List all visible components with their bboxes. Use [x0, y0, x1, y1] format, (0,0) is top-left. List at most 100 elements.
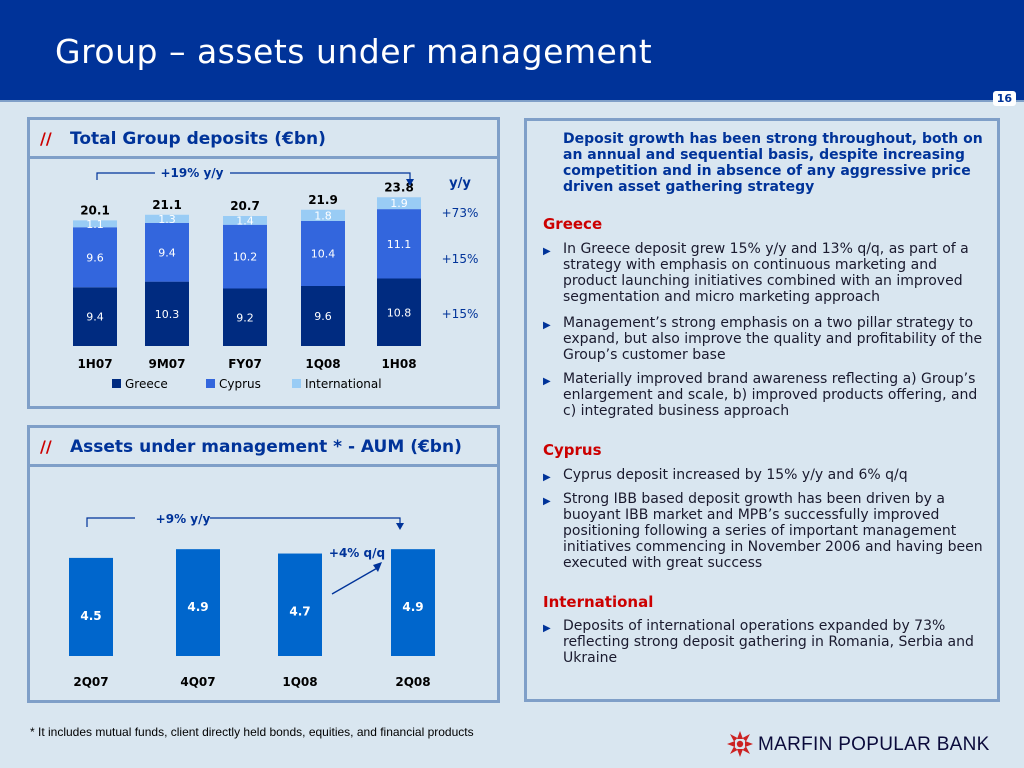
category-tick-label: 4Q07 [180, 675, 215, 689]
bullet-text: In Greece deposit grew 15% y/y and 13% q… [563, 241, 969, 305]
bullet-triangle-icon: ▶ [543, 496, 551, 507]
bar-segment-cyprus [377, 209, 421, 279]
segment-value-label: 9.4 [86, 311, 104, 324]
aum-value-label: 4.5 [80, 609, 101, 623]
yy-greece: +15% [442, 307, 479, 321]
bullet-item: ▶ In Greece deposit grew 15% y/y and 13%… [543, 241, 983, 305]
commentary-intro: Deposit growth has been strong throughou… [563, 131, 983, 195]
bullet-triangle-icon: ▶ [543, 376, 551, 387]
section-heading-greece: Greece [543, 215, 603, 233]
total-label: 20.7 [230, 199, 260, 213]
segment-value-label: 1.1 [86, 218, 104, 231]
total-label: 21.1 [152, 198, 182, 212]
section-heading-cyprus: Cyprus [543, 441, 602, 459]
category-tick-label: 9M07 [149, 357, 186, 371]
segment-value-label: 9.4 [158, 246, 176, 259]
segment-value-label: 9.6 [314, 310, 332, 323]
bullet-triangle-icon: ▶ [543, 320, 551, 331]
bar-segment-cyprus [223, 224, 267, 289]
total-label: 20.1 [80, 203, 110, 217]
bullet-text: Strong IBB based deposit growth has been… [563, 491, 983, 571]
category-tick-label: 1Q08 [305, 357, 340, 371]
bar-segment-greece [223, 288, 267, 346]
bullet-item: ▶ Management’s strong emphasis on a two … [543, 315, 983, 363]
deposits-chart-title: Total Group deposits (€bn) [70, 129, 326, 149]
aum-chart: 4.5 4.9 4.7 4.9 2Q07 4Q07 1Q08 2Q08 +9% y/y +4… [69, 512, 435, 689]
segment-value-label: 1.4 [236, 214, 254, 227]
legend-label: Cyprus [219, 377, 261, 391]
segment-value-label: 10.4 [311, 248, 336, 261]
qq-label: +4% q/q [329, 546, 385, 560]
segment-value-label: 10.2 [233, 251, 258, 264]
deposits-panel: // Total Group deposits (€bn) 9.4 9.6 1.1 2… [27, 117, 500, 409]
bar-segment-international [73, 220, 117, 228]
bar-segment-international [223, 216, 267, 225]
segment-value-label: 9.6 [86, 251, 104, 264]
footnote: * It includes mutual funds, client direc… [30, 725, 474, 739]
total-label: 23.8 [384, 180, 414, 194]
bank-name: MARFIN POPULAR BANK [758, 734, 990, 755]
bar-segment-international [377, 197, 421, 210]
bullet-triangle-icon: ▶ [543, 623, 551, 634]
segment-value-label: 11.1 [387, 238, 412, 251]
aum-value-label: 4.9 [187, 600, 208, 614]
aum-value-label: 4.9 [402, 600, 423, 614]
bar-segment-cyprus [73, 227, 117, 288]
yy-cyprus: +15% [442, 252, 479, 266]
bank-logo-icon [727, 731, 753, 757]
deposits-growth-label: +19% y/y [161, 166, 224, 180]
commentary-panel: Deposit growth has been strong throughou… [524, 118, 1000, 702]
section-heading-international: International [543, 593, 654, 611]
legend-swatch [292, 379, 301, 388]
bullet-item: ▶ Strong IBB based deposit growth has be… [543, 491, 983, 571]
section-marker: // [40, 437, 52, 456]
category-tick-label: 2Q08 [395, 675, 430, 689]
legend-label: International [305, 377, 382, 391]
aum-value-label: 4.7 [289, 605, 310, 619]
bullet-text: Cyprus deposit increased by 15% y/y and … [563, 467, 908, 483]
bar-segment-greece [145, 281, 189, 346]
segment-value-label: 9.2 [236, 311, 254, 324]
legend-swatch [206, 379, 215, 388]
segment-value-label: 1.9 [390, 197, 408, 210]
category-tick-label: 1H08 [381, 357, 416, 371]
bullet-triangle-icon: ▶ [543, 246, 551, 257]
bar-segment-international [301, 209, 345, 221]
deposits-panel-header: // Total Group deposits (€bn) [30, 120, 497, 159]
aum-panel: // Assets under management * - AUM (€bn)… [27, 425, 500, 703]
category-tick-label: 1H07 [77, 357, 112, 371]
growth-arrowhead [406, 179, 414, 186]
bullet-text: Deposits of international operations exp… [563, 618, 974, 666]
bullet-text: Materially improved brand awareness refl… [563, 371, 978, 419]
segment-value-label: 1.8 [314, 209, 332, 222]
bullet-item: ▶ Materially improved brand awareness re… [543, 371, 983, 419]
aum-bar [69, 557, 113, 656]
bullet-triangle-icon: ▶ [543, 472, 551, 483]
bar-segment-cyprus [145, 222, 189, 282]
total-label: 21.9 [308, 193, 338, 207]
aum-chart-title: Assets under management * - AUM (€bn) [70, 437, 462, 457]
yy-international: +73% [442, 206, 479, 220]
bullet-item: ▶ Deposits of international operations e… [543, 618, 983, 666]
page-number: 16 [992, 91, 1016, 106]
qq-arrow [331, 566, 380, 595]
bar-segment-international [145, 214, 189, 223]
aum-bar [176, 549, 220, 656]
category-tick-label: 1Q08 [282, 675, 317, 689]
bar-segment-greece [377, 278, 421, 346]
aum-growth-arrow [86, 517, 401, 527]
deposits-chart: 9.4 9.6 1.120.1 10.3 9.4 1.321.1 9.2 10.2 1.420.… [73, 166, 479, 391]
aum-bar [278, 553, 322, 656]
category-tick-label: 2Q07 [73, 675, 108, 689]
aum-panel-header: // Assets under management * - AUM (€bn) [30, 428, 497, 467]
segment-value-label: 1.3 [158, 213, 176, 226]
bar-segment-greece [301, 286, 345, 346]
yy-header: y/y [449, 176, 471, 191]
category-tick-label: FY07 [228, 357, 262, 371]
segment-value-label: 10.3 [155, 308, 180, 321]
header-divider [0, 100, 1024, 102]
header-bar: Group – assets under management [0, 0, 1024, 100]
qq-arrowhead [373, 562, 382, 572]
aum-growth-arrowhead [396, 523, 404, 530]
bullet-item: ▶ Cyprus deposit increased by 15% y/y an… [543, 467, 983, 483]
